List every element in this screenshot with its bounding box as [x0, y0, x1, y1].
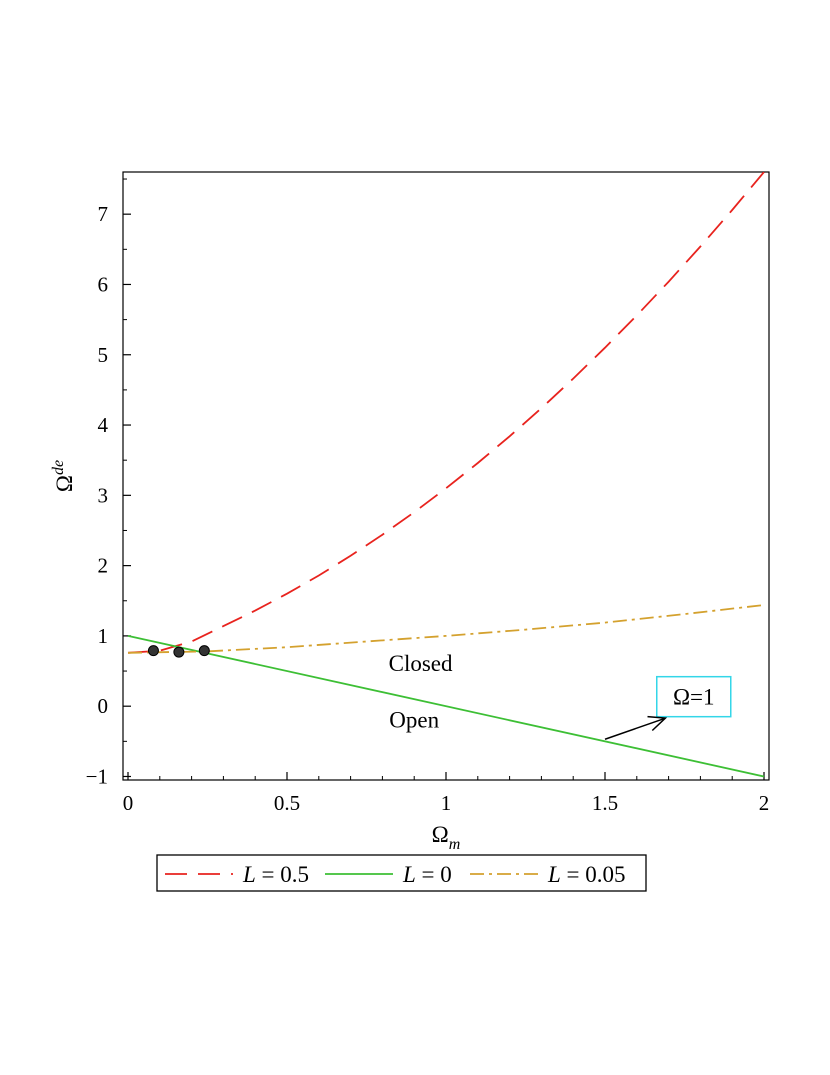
- legend-label-0: L = 0.5: [242, 862, 309, 887]
- equilibrium-point-1: [173, 646, 185, 658]
- equilibrium-point-2: [198, 645, 210, 657]
- region-label-open: Open: [389, 707, 439, 732]
- y-tick-label: 1: [98, 624, 109, 648]
- arrow-head: [647, 715, 668, 732]
- omega-label: Ω=1: [673, 685, 715, 710]
- x-tick-label: 0.5: [274, 791, 300, 815]
- region-label-closed: Closed: [389, 651, 453, 676]
- legend-label-2: L = 0.05: [547, 862, 626, 887]
- x-tick-label: 1: [441, 791, 452, 815]
- y-tick-label: 6: [98, 272, 109, 296]
- legend-box: [156, 854, 647, 892]
- series-line-1: [127, 635, 765, 778]
- annotations: Closed Open Ω=1: [389, 651, 732, 740]
- x-tick-label: 1.5: [592, 791, 618, 815]
- y-axis-ticks: −1 0 1 2 3 4 5 6 7: [86, 178, 131, 788]
- y-tick-label: 7: [98, 202, 109, 226]
- points-layer: [147, 645, 210, 658]
- y-tick-label: 2: [98, 554, 109, 578]
- arrow-shaft: [604, 717, 666, 740]
- omega-box: [656, 675, 732, 718]
- y-tick-label: 0: [98, 694, 109, 718]
- legend: L = 0.5 L = 0 L = 0.05: [156, 854, 647, 892]
- y-axis-label: Ωde: [50, 460, 77, 492]
- x-tick-label: 0: [123, 791, 134, 815]
- x-axis-ticks: 0 0.5 1 1.5 2: [123, 772, 770, 815]
- legend-label-1: L = 0: [402, 862, 452, 887]
- series-line-2: [127, 604, 765, 654]
- series-line-0: [127, 172, 765, 654]
- y-tick-label: 3: [98, 483, 109, 507]
- y-tick-label: 5: [98, 343, 109, 367]
- y-tick-label: 4: [98, 413, 109, 437]
- series-layer: [127, 172, 765, 778]
- y-tick-label: −1: [86, 764, 108, 788]
- equilibrium-point-0: [147, 645, 159, 657]
- x-axis-label: Ωm: [432, 822, 461, 853]
- x-tick-label: 2: [759, 791, 770, 815]
